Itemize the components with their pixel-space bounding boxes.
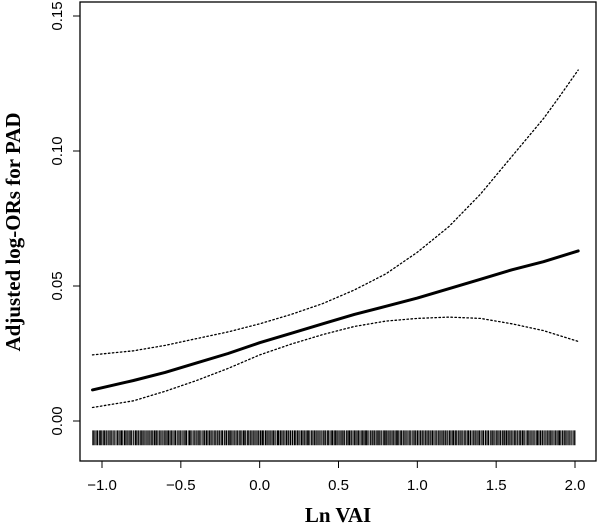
data-rug <box>92 430 576 446</box>
x-tick-label: −0.5 <box>166 477 196 494</box>
y-tick-label: 0.10 <box>49 136 66 165</box>
y-tick-label: 0.15 <box>49 1 66 30</box>
y-tick-label: 0.05 <box>49 271 66 300</box>
x-tick-label: −1.0 <box>87 477 117 494</box>
x-axis: −1.0 −0.5 0.0 0.5 1.0 1.5 2.0 <box>87 460 586 494</box>
series-lines <box>91 69 580 409</box>
x-tick-label: 0.0 <box>249 477 270 494</box>
plot-frame <box>79 1 597 462</box>
x-tick-label: 2.0 <box>565 477 586 494</box>
y-tick-label: 0.00 <box>49 406 66 435</box>
x-tick-label: 1.0 <box>407 477 428 494</box>
lower-ci-line <box>91 316 579 409</box>
x-axis-title: Ln VAI <box>305 503 371 527</box>
x-tick-label: 1.5 <box>486 477 507 494</box>
upper-ci-line <box>91 69 579 356</box>
y-axis-title: Adjusted log-ORs for PAD <box>1 113 25 352</box>
estimate-line <box>91 249 580 392</box>
rug-ticks <box>92 430 576 446</box>
x-tick-label: 0.5 <box>328 477 349 494</box>
y-axis: 0.00 0.05 0.10 0.15 <box>49 1 81 436</box>
